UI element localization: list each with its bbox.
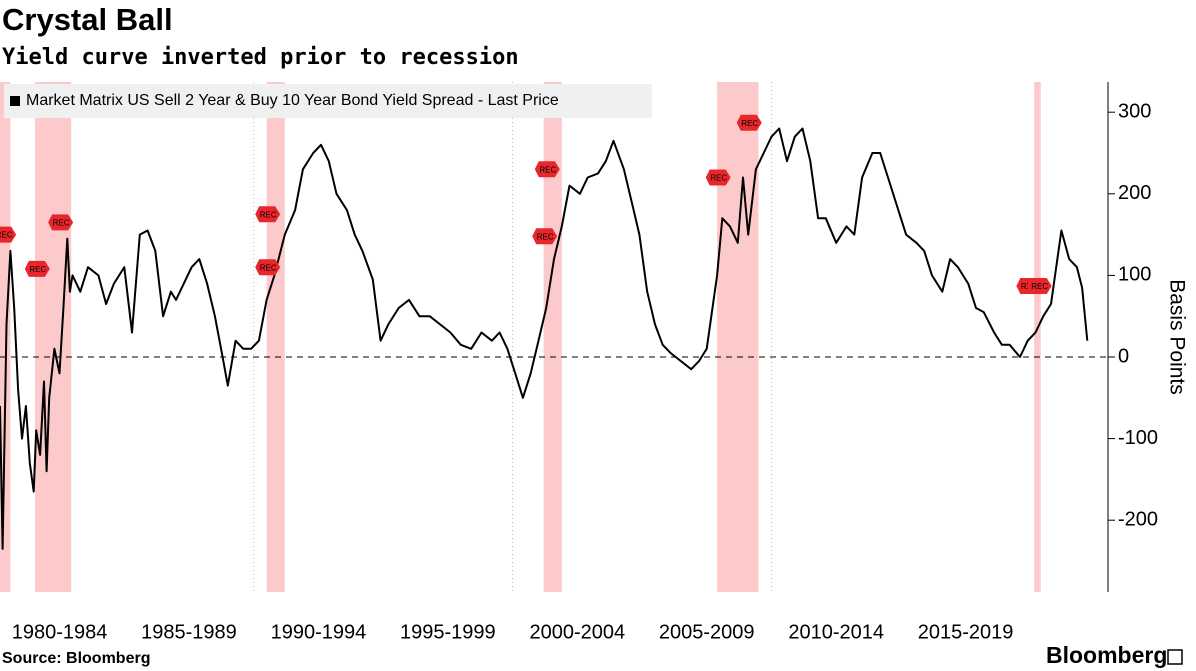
line-series bbox=[0, 127, 1089, 550]
rec-label: REC bbox=[29, 265, 46, 274]
recession-band bbox=[717, 82, 759, 592]
chart-title: Crystal Ball bbox=[2, 2, 173, 37]
source: Source: Bloomberg bbox=[2, 650, 150, 667]
legend-swatch bbox=[10, 96, 20, 106]
rec-marker bbox=[255, 259, 281, 276]
x-tick-label: 1990-1994 bbox=[271, 621, 367, 643]
rec-label: REC bbox=[53, 218, 70, 227]
x-tick-label: 1980-1984 bbox=[12, 621, 108, 643]
rec-marker bbox=[0, 226, 17, 243]
rec-marker bbox=[48, 214, 74, 231]
rec-marker bbox=[736, 114, 762, 131]
recession-band bbox=[1034, 82, 1041, 592]
chart-subtitle: Yield curve inverted prior to recession bbox=[2, 45, 519, 70]
rec-label: REC bbox=[710, 174, 727, 183]
recession-band bbox=[0, 82, 11, 592]
y-tick-label: 0 bbox=[1118, 345, 1129, 367]
plot-area: Market Matrix US Sell 2 Year & Buy 10 Ye… bbox=[0, 82, 1158, 643]
rec-marker bbox=[534, 161, 560, 178]
recession-band bbox=[543, 82, 562, 592]
rec-label: REC bbox=[539, 165, 556, 174]
y-tick-label: 300 bbox=[1118, 100, 1151, 122]
legend-label: Market Matrix US Sell 2 Year & Buy 10 Ye… bbox=[26, 92, 559, 109]
rec-marker bbox=[705, 169, 731, 186]
logo: Bloomberg bbox=[1046, 642, 1167, 668]
rec-label: REC bbox=[741, 119, 758, 128]
recession-band bbox=[266, 82, 285, 592]
x-tick-label: 2015-2019 bbox=[918, 621, 1014, 643]
x-tick-label: 1985-1989 bbox=[141, 621, 237, 643]
rec-marker bbox=[255, 206, 281, 223]
x-tick-label: 2000-2004 bbox=[529, 621, 625, 643]
y-tick-label: -200 bbox=[1118, 508, 1158, 530]
legend-box bbox=[4, 84, 652, 118]
rec-marker bbox=[24, 260, 50, 277]
rec-marker bbox=[1026, 278, 1052, 294]
x-tick-label: 2005-2009 bbox=[659, 621, 755, 643]
rec-label: REC bbox=[1031, 282, 1048, 291]
y-tick-label: -100 bbox=[1118, 427, 1158, 449]
rec-label: REC bbox=[260, 210, 277, 219]
x-tick-label: 1995-1999 bbox=[400, 621, 496, 643]
y-tick-label: 100 bbox=[1118, 264, 1151, 286]
y-tick-label: 200 bbox=[1118, 182, 1151, 204]
recession-band bbox=[34, 82, 72, 592]
rec-label: REC bbox=[537, 232, 554, 241]
x-tick-label: 2010-2014 bbox=[788, 621, 884, 643]
y-axis-label: Basis Points bbox=[1165, 279, 1188, 395]
rec-marker bbox=[532, 228, 558, 245]
rec-label: REC bbox=[0, 231, 13, 240]
logo-icon bbox=[1167, 649, 1183, 665]
rec-label: REC bbox=[260, 263, 277, 272]
